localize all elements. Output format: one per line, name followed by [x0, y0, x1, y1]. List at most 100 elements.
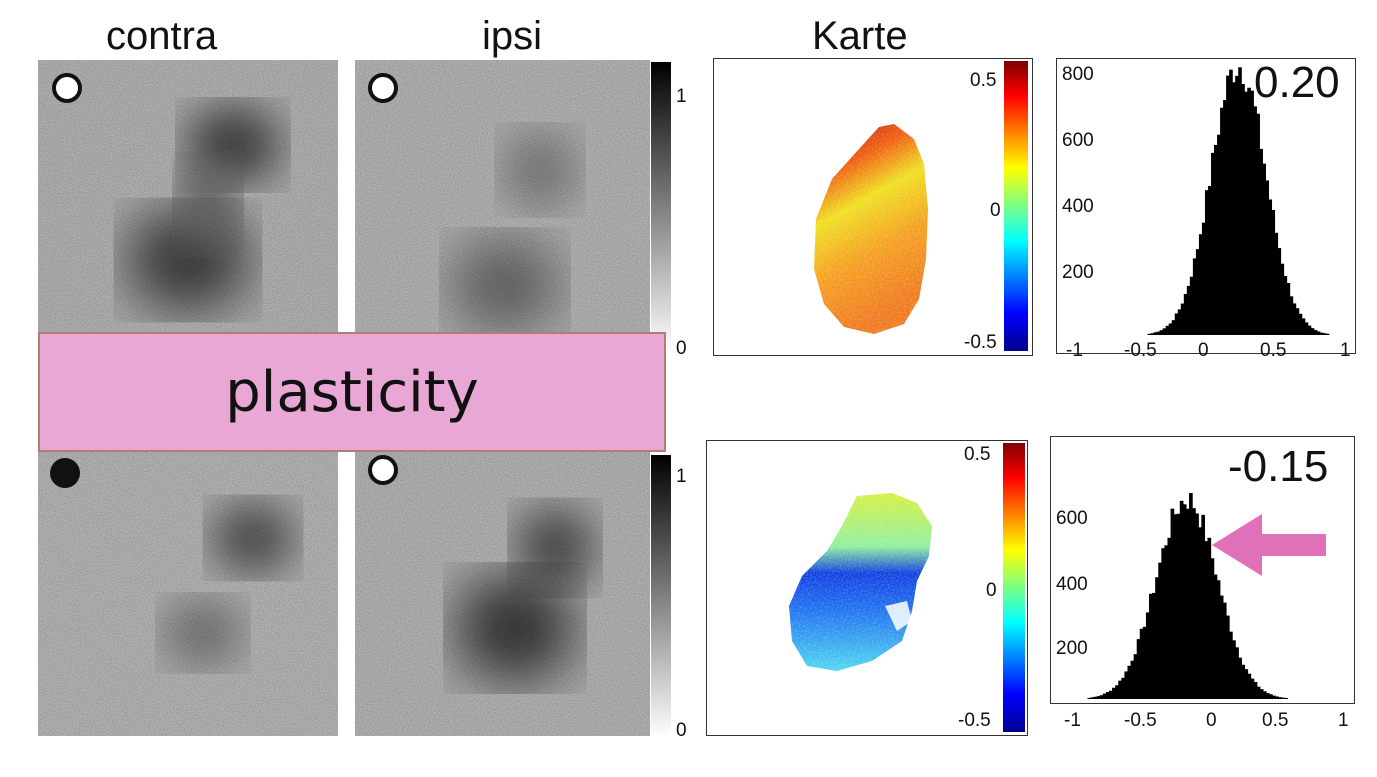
- histogram-bar: [1145, 612, 1150, 699]
- x-tick: 0: [1206, 710, 1217, 731]
- histogram-bar: [1087, 697, 1092, 699]
- histogram-bar: [1289, 296, 1294, 335]
- histogram-bar: [1262, 691, 1267, 699]
- x-tick: -1: [1066, 340, 1083, 361]
- histogram-bar: [1238, 657, 1242, 699]
- histogram-bar: [1217, 134, 1221, 335]
- histogram-bar: [1165, 325, 1170, 335]
- x-tick: -0.5: [1124, 710, 1157, 731]
- histogram-bar: [1161, 548, 1166, 699]
- histogram-bar: [1235, 75, 1239, 335]
- open-stimulus-icon: [52, 73, 82, 103]
- histogram-bar: [1313, 330, 1318, 335]
- histogram-bar: [1189, 276, 1194, 335]
- histogram-bar: [1265, 180, 1270, 335]
- histogram-bar: [1155, 577, 1159, 699]
- histogram-bar: [1265, 693, 1270, 699]
- histogram-bar: [1269, 694, 1273, 699]
- ipsi-image-bottom: [355, 448, 650, 736]
- histogram-bar: [1170, 508, 1175, 699]
- ipsi-image-top: [355, 60, 650, 340]
- y-tick: 400: [1056, 574, 1088, 595]
- color-colorbar-mid-label: 0: [990, 200, 1001, 221]
- histogram-bar: [1195, 249, 1200, 335]
- color-colorbar-mid-label: 0: [986, 580, 997, 601]
- open-stimulus-icon: [368, 73, 398, 103]
- histogram-bar: [1272, 695, 1276, 699]
- histogram-bar: [1162, 328, 1167, 335]
- histogram-bar: [1238, 67, 1242, 335]
- histogram-bar: [1226, 75, 1230, 335]
- histogram-bar: [1167, 537, 1172, 699]
- histogram-bar: [1158, 562, 1162, 699]
- contra-image-top: [38, 60, 338, 340]
- histogram-bar: [1168, 323, 1173, 335]
- y-tick: 800: [1062, 64, 1094, 85]
- histogram-bar: [1271, 209, 1276, 335]
- y-tick: 200: [1062, 262, 1094, 283]
- histogram-bar: [1109, 690, 1113, 699]
- histogram-bar: [1241, 84, 1245, 335]
- histogram-bar: [1213, 574, 1218, 699]
- histogram-bar: [1259, 148, 1263, 335]
- histogram-bar: [1124, 671, 1129, 699]
- histogram-bar: [1201, 514, 1206, 699]
- arrow-icon: [1212, 514, 1326, 576]
- histogram-bar: [1316, 331, 1321, 335]
- histogram-bar: [1102, 693, 1107, 699]
- histogram-bar: [1280, 263, 1285, 335]
- x-tick: -1: [1064, 710, 1081, 731]
- histogram-bar: [1142, 626, 1147, 699]
- histogram-bar: [1185, 508, 1190, 699]
- histogram-bar: [1174, 313, 1179, 335]
- x-tick: 0.5: [1262, 710, 1289, 731]
- y-tick: 600: [1056, 508, 1088, 529]
- histogram-bar: [1229, 69, 1233, 335]
- histogram-bar: [1186, 285, 1191, 335]
- gray-colorbar-bottom-label: 0: [676, 720, 687, 741]
- histogram-bar: [1090, 697, 1095, 699]
- histogram-bar: [1136, 639, 1141, 699]
- histogram-bar: [1284, 697, 1289, 699]
- histogram-bar: [1274, 232, 1279, 335]
- histogram-bar: [1214, 144, 1218, 335]
- histogram-bar: [1286, 283, 1291, 335]
- histogram-bottom: [1050, 436, 1355, 704]
- histogram-bar: [1222, 602, 1227, 699]
- map-panel-top: [713, 58, 1033, 356]
- histogram-bar: [1244, 669, 1249, 699]
- histogram-bar: [1259, 689, 1264, 699]
- open-stimulus-icon: [368, 455, 398, 485]
- histogram-bar: [1253, 681, 1258, 699]
- histogram-bar: [1325, 333, 1330, 335]
- x-tick: 0.5: [1260, 340, 1287, 361]
- histogram-bar: [1310, 328, 1315, 335]
- histogram-bar: [1301, 318, 1306, 335]
- histogram-bar: [1099, 695, 1104, 699]
- x-tick: -0.5: [1124, 340, 1157, 361]
- gray-colorbar-top-label: 1: [676, 86, 687, 107]
- y-tick: 200: [1056, 638, 1088, 659]
- histogram-bar: [1298, 313, 1303, 335]
- histogram-bar: [1171, 320, 1176, 335]
- color-colorbar-top-label: 0.5: [970, 70, 997, 91]
- histogram-bar: [1182, 504, 1187, 699]
- histogram-bar: [1115, 685, 1119, 699]
- ipsi-header: ipsi: [482, 14, 543, 58]
- histogram-bar: [1292, 303, 1297, 335]
- histogram-bar: [1229, 631, 1233, 699]
- histogram-bar: [1177, 309, 1182, 335]
- histogram-bar: [1223, 100, 1227, 335]
- color-colorbar-bottom-label: -0.5: [964, 332, 997, 353]
- histogram-bar: [1232, 640, 1236, 699]
- map-header: Karte: [812, 14, 908, 58]
- x-tick: 1: [1338, 710, 1349, 731]
- histogram-bar: [1183, 293, 1188, 335]
- histogram-top: [1056, 58, 1356, 354]
- histogram-bar: [1253, 106, 1257, 335]
- histogram-bar: [1149, 593, 1153, 699]
- histogram-bar: [1304, 322, 1309, 335]
- histogram-bar: [1164, 545, 1169, 699]
- histogram-bar: [1198, 234, 1203, 335]
- x-tick: 1: [1340, 340, 1351, 361]
